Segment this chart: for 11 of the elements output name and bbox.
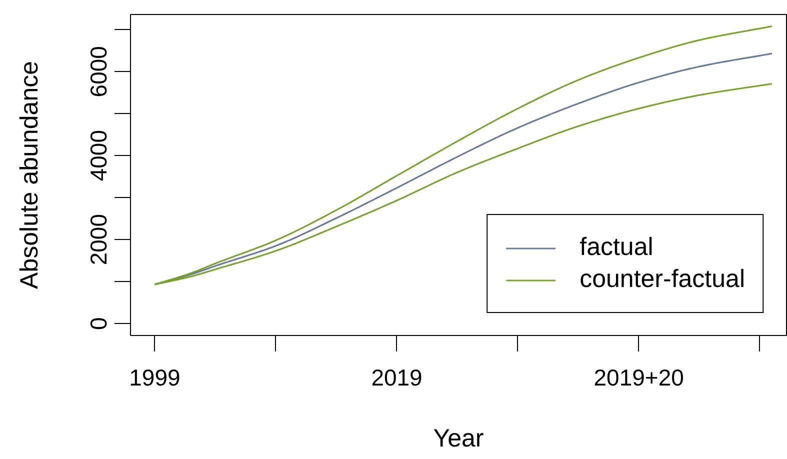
x-tick-label: 2019 — [371, 364, 422, 390]
legend-label: factual — [580, 233, 654, 262]
y-axis-title: Absolute abundance — [16, 61, 44, 289]
y-tick-label: 6000 — [86, 46, 112, 98]
x-tick-label: 2019+20 — [594, 364, 684, 390]
y-tick-label: 4000 — [86, 130, 112, 182]
x-axis-title: Year — [433, 424, 484, 452]
x-tick-label: 1999 — [129, 364, 180, 390]
legend-label: counter-factual — [580, 265, 745, 294]
y-tick-label: 2000 — [86, 214, 112, 266]
y-tick-label: 0 — [86, 317, 112, 330]
